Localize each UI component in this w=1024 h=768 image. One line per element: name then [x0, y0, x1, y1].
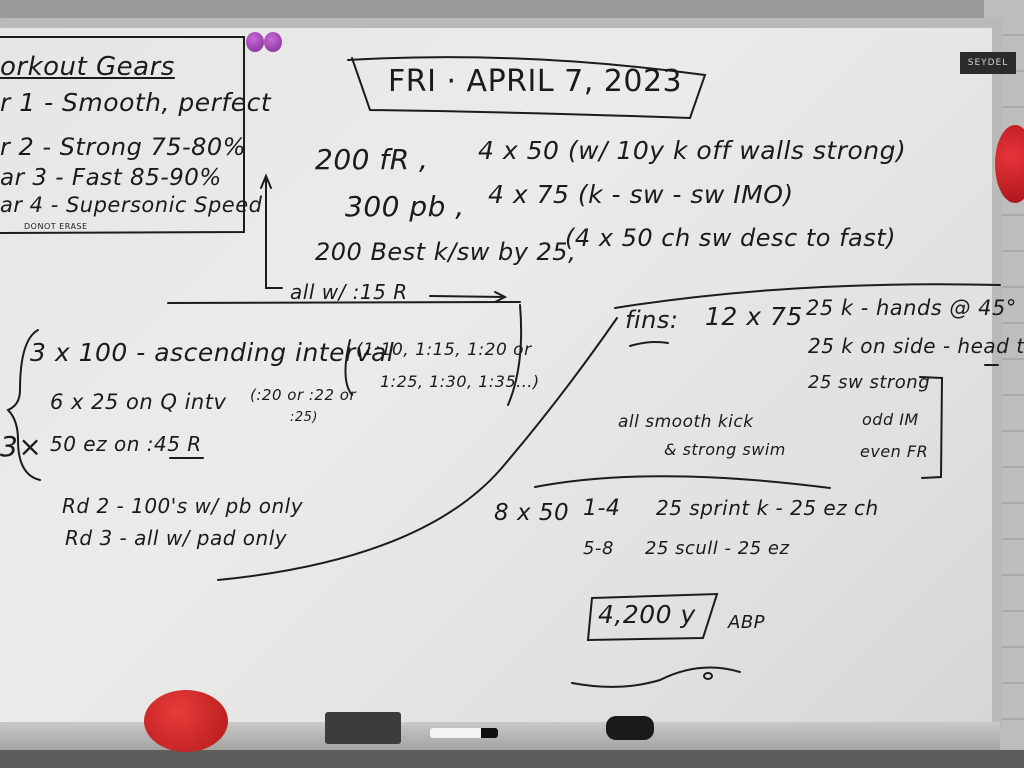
red-ball [995, 125, 1024, 203]
main-note: (:20 or :22 or [250, 386, 357, 404]
warmup-line: 300 pb , [345, 190, 465, 223]
main-note: (1:10, 1:15, 1:20 or [356, 340, 532, 360]
gear-item: r 2 - Strong 75-80% [0, 133, 246, 161]
coach-initials: ABP [728, 612, 766, 633]
set-detail: 25 scull - 25 ez [645, 538, 790, 559]
fins-detail: 25 k - hands @ 45° [806, 296, 1017, 320]
main-round-note: Rd 3 - all w/ pad only [65, 526, 288, 550]
total-yardage: 4,200 y [598, 600, 696, 629]
marker[interactable] [430, 728, 498, 738]
main-line: 50 ez on :45 R [50, 432, 202, 456]
fins-note: & strong swim [664, 440, 786, 459]
gear-item: r 1 - Smooth, perfect [0, 88, 272, 117]
fins-detail: odd IM [862, 410, 919, 429]
fins-detail: 25 k on side - head tall [808, 334, 1024, 358]
warmup-line: 200 fR , [315, 143, 429, 176]
warmup-line: 200 Best k/sw by 25, [315, 238, 577, 266]
floor [0, 750, 1024, 768]
set-label: 8 x 50 [494, 500, 570, 526]
gear-item: ar 4 - Supersonic Speed [0, 193, 263, 217]
stopwatch[interactable] [606, 716, 654, 740]
main-round-note: Rd 2 - 100's w/ pb only [62, 494, 304, 518]
fins-detail: 25 sw strong [808, 372, 931, 393]
warmup-line: (4 x 50 ch sw desc to fast) [565, 224, 897, 252]
magnet [264, 32, 282, 52]
red-ball [144, 690, 228, 752]
brand-logo: SEYDEL [960, 52, 1016, 74]
fins-set: 12 x 75 [705, 302, 803, 331]
main-line: 6 x 25 on Q intv [50, 390, 227, 414]
gears-note: DONOT ERASE [24, 222, 88, 231]
set-detail: 25 sprint k - 25 ez ch [656, 496, 879, 520]
eraser[interactable] [325, 712, 401, 744]
fins-note: all smooth kick [618, 412, 754, 432]
main-note: :25) [290, 410, 318, 425]
workout-date: FRI · APRIL 7, 2023 [388, 64, 683, 99]
warmup-rest: all w/ :15 R [290, 280, 408, 304]
warmup-line: 4 x 50 (w/ 10y k off walls strong) [478, 136, 907, 165]
whiteboard [0, 28, 992, 722]
gears-title: orkout Gears [0, 52, 175, 82]
main-line: 3 x 100 - ascending interval [30, 338, 395, 367]
set-range: 5-8 [583, 538, 614, 559]
fins-label: fins: [625, 306, 679, 334]
fins-detail: even FR [860, 442, 929, 461]
gear-item: ar 3 - Fast 85-90% [0, 165, 222, 191]
set-range: 1-4 [583, 496, 621, 521]
warmup-line: 4 x 75 (k - sw - sw IMO) [488, 180, 794, 209]
main-rounds: 3× [0, 430, 43, 463]
magnet [246, 32, 264, 52]
main-note: 1:25, 1:30, 1:35...) [380, 372, 540, 391]
